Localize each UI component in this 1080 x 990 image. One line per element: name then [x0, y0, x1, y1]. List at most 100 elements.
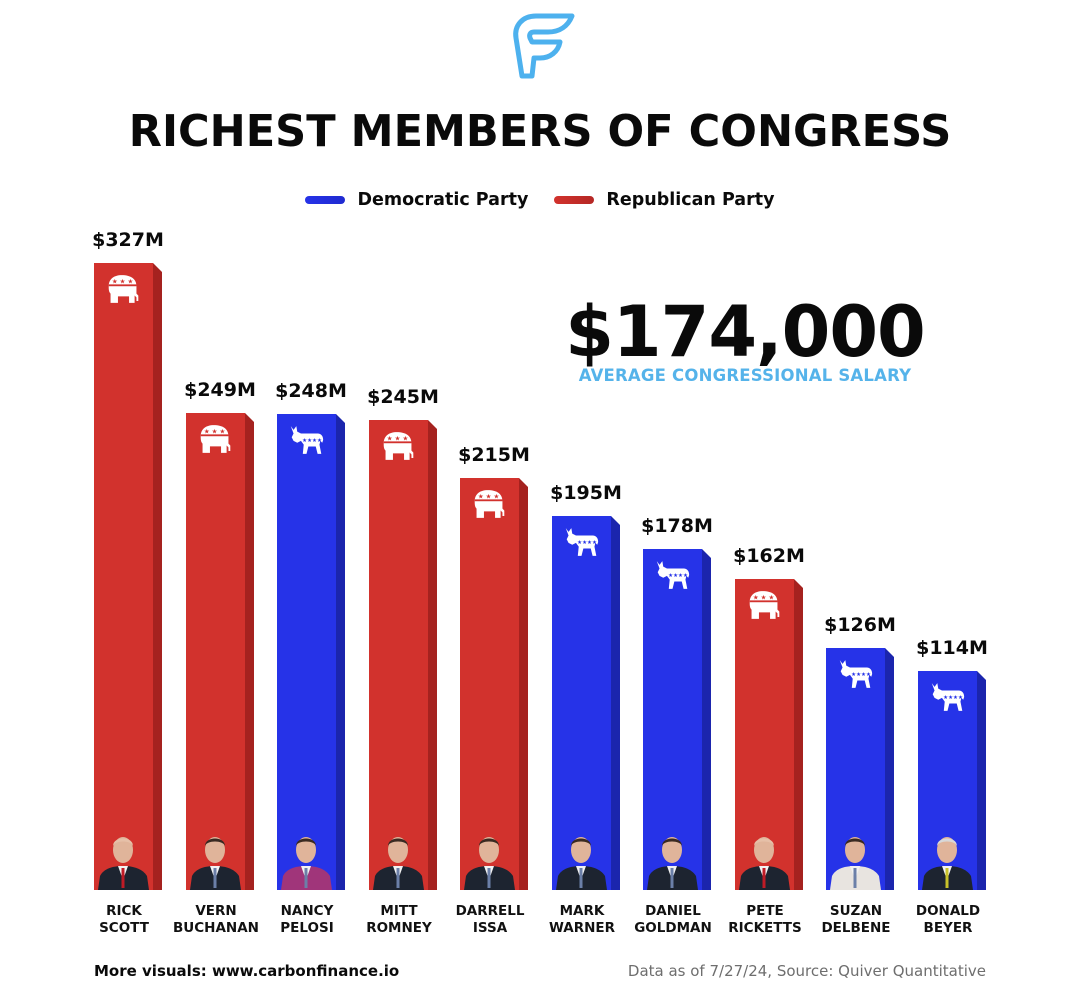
bar-side	[153, 263, 162, 890]
portrait-photo	[371, 820, 426, 890]
legend: Democratic Party Republican Party	[0, 190, 1080, 210]
portrait-photo	[645, 820, 700, 890]
republican-elephant-icon: ★ ★ ★	[200, 425, 231, 453]
bar-value-label: $195M	[550, 482, 622, 504]
first-name: NANCY	[280, 903, 334, 919]
legend-swatch-democratic	[305, 196, 346, 204]
bar-front: ★★★★	[826, 648, 885, 890]
svg-text:★★★★: ★★★★	[302, 437, 322, 444]
last-name: RICKETTS	[728, 920, 802, 936]
first-name: VERN	[195, 903, 237, 919]
bar-value-label: $126M	[824, 614, 896, 636]
last-name: ROMNEY	[366, 920, 432, 936]
bar-side	[519, 478, 528, 890]
bar-value-label: $178M	[641, 515, 713, 537]
bar-side	[245, 413, 254, 890]
bar-front: ★★★★	[918, 671, 977, 890]
svg-text:★★★★: ★★★★	[668, 572, 688, 579]
member-name: DONALD BEYER	[893, 903, 1003, 937]
bar-side	[336, 414, 345, 890]
bar-front: ★ ★ ★	[94, 263, 153, 890]
svg-text:★ ★ ★: ★ ★ ★	[753, 593, 775, 601]
svg-text:★ ★ ★: ★ ★ ★	[204, 427, 226, 435]
member-name: MITT ROMNEY	[344, 903, 454, 937]
last-name: DELBENE	[821, 920, 891, 936]
salary-callout: $174,000 AVERAGE CONGRESSIONAL SALARY	[560, 292, 930, 385]
bar-front: ★★★★	[643, 549, 702, 890]
bar-value-label: $327M	[92, 229, 164, 251]
svg-text:★ ★ ★: ★ ★ ★	[112, 277, 134, 285]
bar-front: ★ ★ ★	[735, 579, 794, 890]
member-name: DANIEL GOLDMAN	[618, 903, 728, 937]
first-name: RICK	[106, 903, 142, 919]
bar-front: ★★★★	[552, 516, 611, 890]
bar-value-label: $215M	[458, 444, 530, 466]
bar-value-label: $114M	[916, 637, 988, 659]
portrait-photo	[188, 820, 243, 890]
bar-side	[977, 671, 986, 890]
democratic-donkey-icon: ★★★★	[656, 561, 690, 589]
portrait-photo	[920, 820, 975, 890]
bar-value-label: $249M	[184, 379, 256, 401]
svg-text:★★★★: ★★★★	[577, 539, 597, 546]
member-name: MARK WARNER	[527, 903, 637, 937]
svg-text:★ ★ ★: ★ ★ ★	[387, 434, 409, 442]
bar-side	[794, 579, 803, 890]
bar-value-label: $248M	[275, 380, 347, 402]
bar-value-label: $162M	[733, 545, 805, 567]
salary-label: AVERAGE CONGRESSIONAL SALARY	[578, 366, 912, 385]
last-name: SCOTT	[99, 920, 149, 936]
first-name: MITT	[380, 903, 418, 919]
first-name: MARK	[559, 903, 605, 919]
last-name: ISSA	[472, 920, 508, 936]
bar-front: ★ ★ ★	[369, 420, 428, 890]
member-name: PETE RICKETTS	[710, 903, 820, 937]
republican-elephant-icon: ★ ★ ★	[108, 275, 139, 303]
bar-front: ★ ★ ★	[186, 413, 245, 890]
bar-issa: ★ ★ ★	[460, 478, 528, 890]
portrait-photo	[554, 820, 609, 890]
legend-swatch-republican	[554, 196, 595, 204]
bar-warner: ★★★★	[552, 516, 620, 890]
svg-text:★★★★: ★★★★	[851, 671, 871, 678]
democratic-donkey-icon: ★★★★	[931, 683, 965, 711]
svg-text:★ ★ ★: ★ ★ ★	[478, 492, 500, 500]
first-name: DANIEL	[645, 903, 701, 919]
democratic-donkey-icon: ★★★★	[565, 528, 599, 556]
last-name: BEYER	[923, 920, 973, 936]
member-name: NANCY PELOSI	[252, 903, 362, 937]
portrait-photo	[737, 820, 792, 890]
first-name: SUZAN	[829, 903, 883, 919]
first-name: DONALD	[915, 903, 981, 919]
portrait-photo	[279, 820, 334, 890]
bar-delbene: ★★★★	[826, 648, 894, 890]
portrait-photo	[96, 820, 151, 890]
bar-beyer: ★★★★	[918, 671, 986, 890]
bar-scott: ★ ★ ★	[94, 263, 162, 890]
member-name: SUZAN DELBENE	[801, 903, 911, 937]
portrait-photo	[462, 820, 517, 890]
first-name: DARRELL	[455, 903, 525, 919]
footer-source: Data as of 7/27/24, Source: Quiver Quant…	[627, 962, 986, 980]
last-name: WARNER	[548, 920, 616, 936]
member-name: DARRELL ISSA	[435, 903, 545, 937]
svg-text:★★★★: ★★★★	[943, 694, 963, 701]
first-name: PETE	[746, 903, 784, 919]
republican-elephant-icon: ★ ★ ★	[474, 490, 505, 518]
bar-side	[702, 549, 711, 890]
bar-front: ★ ★ ★	[460, 478, 519, 890]
democratic-donkey-icon: ★★★★	[290, 426, 324, 454]
bar-side	[885, 648, 894, 890]
legend-label-republican: Republican Party	[606, 190, 775, 210]
member-name: VERN BUCHANAN	[161, 903, 271, 937]
bar-side	[428, 420, 437, 890]
footer-website: More visuals: www.carbonfinance.io	[94, 962, 400, 980]
bar-side	[611, 516, 620, 890]
republican-elephant-icon: ★ ★ ★	[749, 591, 780, 619]
member-name: RICK SCOTT	[69, 903, 179, 937]
bar-goldman: ★★★★	[643, 549, 711, 890]
bar-romney: ★ ★ ★	[369, 420, 437, 890]
republican-elephant-icon: ★ ★ ★	[383, 432, 414, 460]
bar-ricketts: ★ ★ ★	[735, 579, 803, 890]
last-name: GOLDMAN	[634, 920, 712, 936]
